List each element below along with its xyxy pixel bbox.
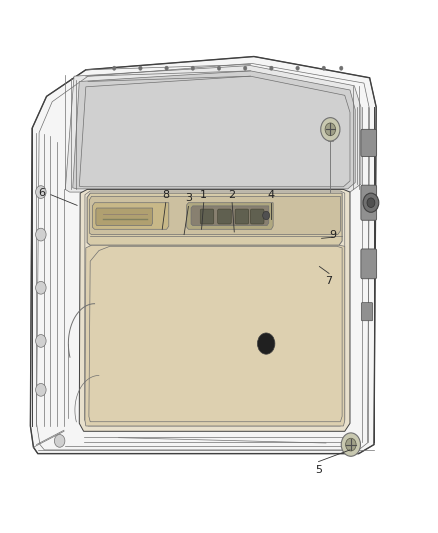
Circle shape — [35, 281, 46, 294]
Circle shape — [339, 66, 343, 70]
Circle shape — [296, 66, 299, 70]
Text: 8: 8 — [162, 190, 170, 200]
FancyBboxPatch shape — [361, 185, 377, 220]
FancyBboxPatch shape — [218, 209, 231, 224]
Polygon shape — [191, 206, 269, 225]
FancyBboxPatch shape — [361, 303, 373, 321]
Polygon shape — [187, 203, 273, 229]
Circle shape — [270, 66, 273, 70]
Polygon shape — [65, 66, 361, 192]
Text: 6: 6 — [39, 188, 46, 198]
FancyBboxPatch shape — [361, 249, 377, 279]
Polygon shape — [85, 245, 345, 426]
Text: 5: 5 — [315, 465, 322, 474]
FancyBboxPatch shape — [200, 209, 214, 224]
FancyBboxPatch shape — [235, 209, 249, 224]
Circle shape — [139, 66, 142, 70]
Circle shape — [217, 66, 221, 70]
FancyBboxPatch shape — [361, 130, 377, 157]
Circle shape — [35, 185, 46, 198]
Circle shape — [325, 123, 336, 136]
FancyBboxPatch shape — [251, 209, 264, 224]
Circle shape — [244, 66, 247, 70]
Circle shape — [258, 333, 275, 354]
Polygon shape — [96, 208, 152, 225]
Circle shape — [322, 66, 325, 70]
Text: 2: 2 — [229, 190, 236, 200]
Circle shape — [367, 198, 375, 207]
Polygon shape — [92, 203, 169, 229]
Circle shape — [35, 383, 46, 396]
Text: 4: 4 — [267, 190, 274, 200]
Polygon shape — [30, 56, 376, 454]
Polygon shape — [89, 196, 340, 235]
Text: 9: 9 — [329, 230, 336, 240]
Circle shape — [54, 434, 65, 447]
Circle shape — [341, 433, 360, 456]
Circle shape — [113, 66, 116, 70]
Circle shape — [346, 438, 356, 451]
Text: 1: 1 — [200, 190, 207, 200]
Circle shape — [35, 228, 46, 241]
Circle shape — [191, 66, 194, 70]
Circle shape — [363, 193, 379, 212]
Circle shape — [263, 211, 270, 220]
Circle shape — [165, 66, 168, 70]
Circle shape — [35, 335, 46, 348]
Text: 3: 3 — [185, 193, 192, 204]
Polygon shape — [79, 189, 350, 431]
Circle shape — [321, 118, 340, 141]
Polygon shape — [73, 71, 355, 189]
Text: 7: 7 — [325, 277, 332, 286]
Polygon shape — [87, 193, 342, 245]
